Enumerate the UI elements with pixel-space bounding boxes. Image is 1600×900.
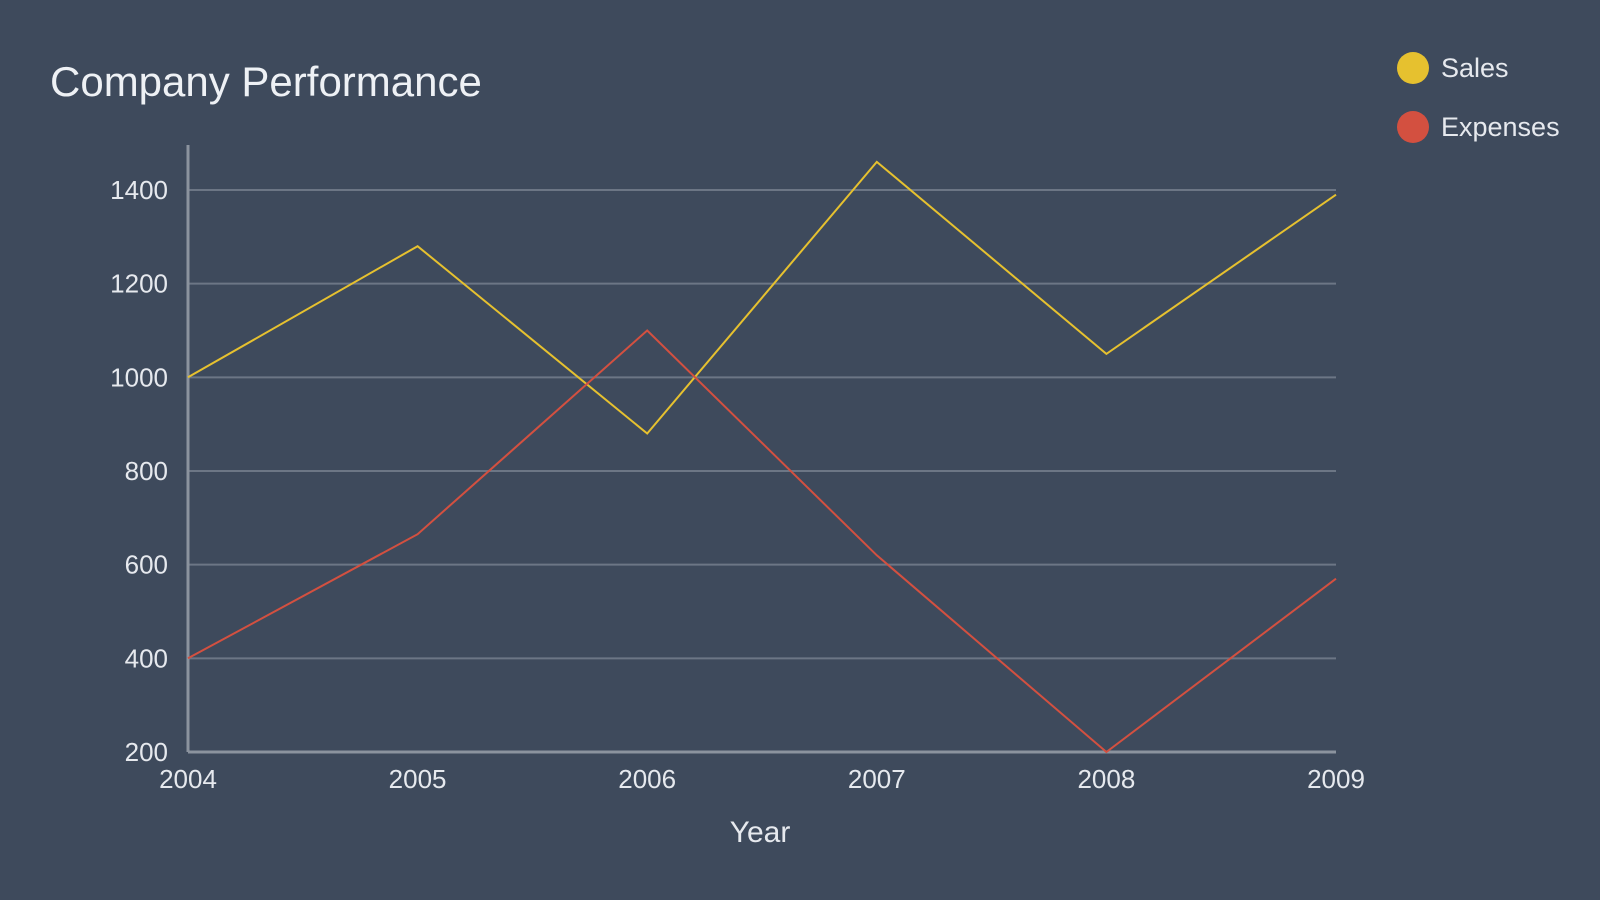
y-axis: 200 400 600 800 1000 1200 1400 [110,145,190,767]
series-group [187,160,1337,754]
chart-title: Company Performance [50,58,482,105]
grid-lines [188,189,1336,660]
legend-marker-sales [1397,52,1429,84]
x-axis-title: Year [730,816,791,849]
y-tick-label: 1400 [110,175,168,205]
x-tick-label: 2004 [159,764,217,794]
legend-label-expenses: Expenses [1441,112,1560,142]
y-tick-label: 1000 [110,362,168,392]
series-line-expenses [187,329,1337,754]
y-tick-label: 600 [125,550,168,580]
y-tick-label: 200 [125,737,168,767]
x-tick-label: 2008 [1077,764,1135,794]
x-tick-label: 2005 [389,764,447,794]
y-tick-label: 1200 [110,269,168,299]
y-tick-label: 800 [125,456,168,486]
y-tick-label: 400 [125,643,168,673]
legend-marker-expenses [1397,111,1429,143]
x-axis: 2004 2005 2006 2007 2008 2009 [159,750,1365,794]
legend: Sales Expenses [1397,52,1560,143]
series-line-sales [187,160,1337,435]
legend-label-sales: Sales [1441,53,1509,83]
x-tick-label: 2009 [1307,764,1365,794]
x-tick-label: 2006 [618,764,676,794]
x-tick-label: 2007 [848,764,906,794]
